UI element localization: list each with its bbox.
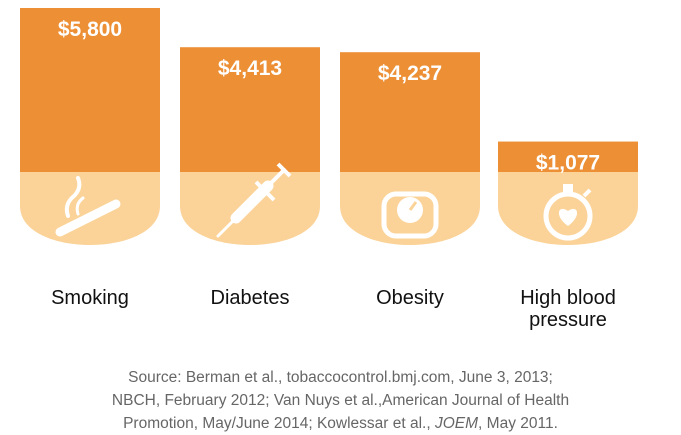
bar-group-2: $4,237	[340, 52, 480, 245]
category-label-line: Diabetes	[210, 287, 290, 309]
bar-value-label-0: $5,800	[58, 18, 122, 41]
category-label-3: High blood pressure	[493, 287, 643, 331]
cigarette-icon	[55, 176, 121, 237]
source-line-1: Source: Berman et al., tobaccocontrol.bm…	[128, 369, 553, 386]
bar-0	[20, 8, 160, 173]
source-line-3: Promotion, May/June 2014; Kowlessar et a…	[10, 412, 671, 435]
source-journal: JOEM	[434, 415, 479, 432]
category-label-1: Diabetes	[175, 287, 325, 309]
source-line-3b: , May 2011.	[478, 415, 558, 432]
category-label-2: Obesity	[335, 287, 485, 309]
category-label-line: Smoking	[51, 287, 129, 309]
scale-icon	[381, 191, 439, 239]
heart-stopwatch-icon	[543, 184, 593, 241]
category-label-line: High blood	[520, 287, 616, 309]
source-line-3a: Promotion, May/June 2014; Kowlessar et a…	[123, 415, 435, 432]
bar-1	[180, 47, 320, 173]
bar-3	[498, 141, 638, 173]
bar-group-0: $5,800	[20, 8, 160, 245]
bar-value-label-2: $4,237	[378, 62, 442, 85]
bar-value-label-3: $1,077	[536, 152, 600, 175]
source-citation: Source: Berman et al., tobaccocontrol.bm…	[10, 366, 671, 435]
category-label-line: pressure	[529, 309, 607, 331]
syringe-icon	[216, 162, 292, 238]
category-label-0: Smoking	[15, 287, 165, 309]
bar-2	[340, 52, 480, 173]
bar-group-3: $1,077	[498, 141, 638, 245]
bar-chart: $5,800 $4,413 $4,237 $1,077	[20, 8, 638, 245]
bar-base-3	[498, 172, 638, 245]
source-line-2: NBCH, February 2012; Van Nuys et al.,Ame…	[111, 392, 570, 409]
bar-base-0	[20, 172, 160, 245]
bar-value-label-1: $4,413	[218, 57, 282, 80]
bar-group-1: $4,413	[180, 47, 320, 245]
category-label-line: Obesity	[376, 287, 444, 309]
